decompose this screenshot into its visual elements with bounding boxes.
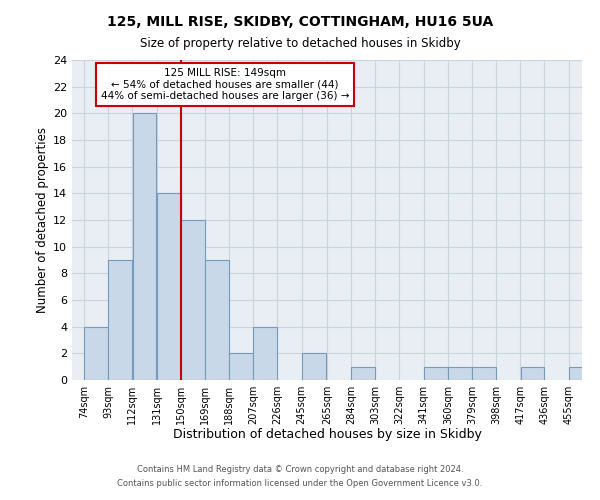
Bar — [157, 194, 181, 380]
Bar — [181, 220, 205, 380]
Bar — [205, 260, 229, 380]
Bar — [352, 366, 375, 380]
Bar — [448, 366, 472, 380]
X-axis label: Distribution of detached houses by size in Skidby: Distribution of detached houses by size … — [173, 428, 481, 442]
Bar — [424, 366, 448, 380]
Bar — [569, 366, 593, 380]
Bar — [472, 366, 496, 380]
Bar — [109, 260, 132, 380]
Bar — [84, 326, 108, 380]
Text: 125, MILL RISE, SKIDBY, COTTINGHAM, HU16 5UA: 125, MILL RISE, SKIDBY, COTTINGHAM, HU16… — [107, 15, 493, 29]
Text: Contains HM Land Registry data © Crown copyright and database right 2024.
Contai: Contains HM Land Registry data © Crown c… — [118, 466, 482, 487]
Text: 125 MILL RISE: 149sqm
← 54% of detached houses are smaller (44)
44% of semi-deta: 125 MILL RISE: 149sqm ← 54% of detached … — [101, 68, 349, 101]
Bar — [229, 354, 253, 380]
Y-axis label: Number of detached properties: Number of detached properties — [36, 127, 49, 313]
Bar — [521, 366, 544, 380]
Text: Size of property relative to detached houses in Skidby: Size of property relative to detached ho… — [140, 38, 460, 51]
Bar — [253, 326, 277, 380]
Bar — [302, 354, 326, 380]
Bar — [133, 114, 157, 380]
